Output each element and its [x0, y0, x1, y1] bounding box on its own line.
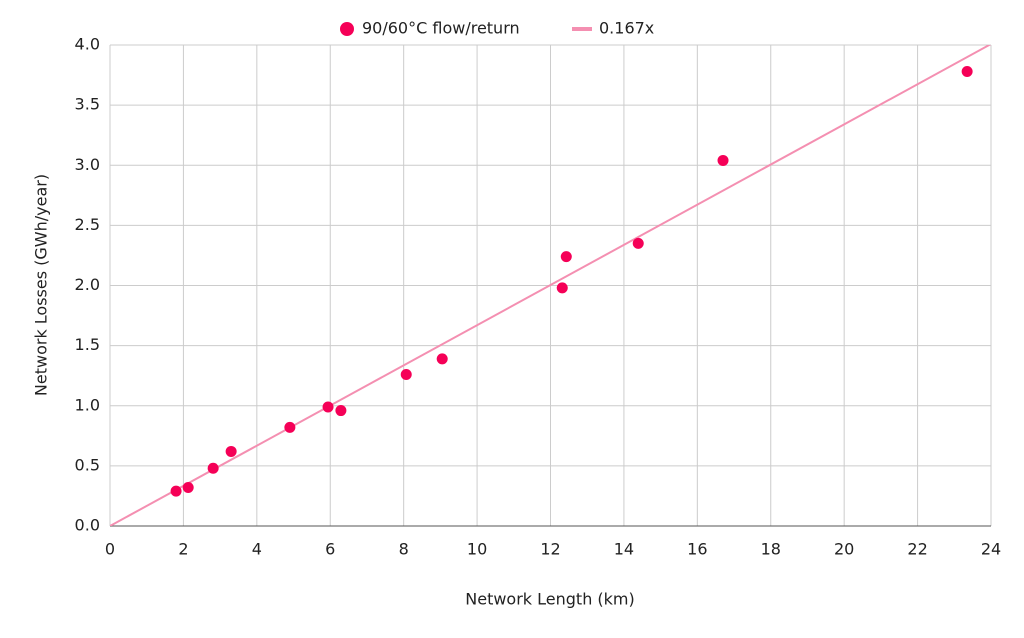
x-tick-label: 20 [834, 540, 854, 559]
point [182, 482, 194, 494]
y-tick-label: 2.0 [75, 275, 100, 294]
point [556, 282, 568, 294]
x-tick-label: 8 [399, 540, 409, 559]
point [436, 353, 448, 365]
point [717, 154, 729, 166]
y-tick-label: 2.5 [75, 215, 100, 234]
x-axis-label: Network Length (km) [465, 590, 635, 609]
y-tick-label: 1.5 [75, 335, 100, 354]
x-tick-label: 6 [325, 540, 335, 559]
point [170, 485, 182, 497]
y-tick-label: 4.0 [75, 35, 100, 54]
point [225, 445, 237, 457]
y-tick-label: 0.5 [75, 455, 100, 474]
y-tick-label: 3.0 [75, 155, 100, 174]
trend-line [110, 45, 991, 526]
x-tick-label: 10 [467, 540, 487, 559]
x-tick-label: 22 [907, 540, 927, 559]
y-axis-label: Network Losses (GWh/year) [32, 174, 51, 396]
x-tick-label: 2 [178, 540, 188, 559]
point [284, 421, 296, 433]
x-tick-label: 14 [614, 540, 634, 559]
x-tick-label: 16 [687, 540, 707, 559]
x-tick-label: 18 [761, 540, 781, 559]
point [400, 368, 412, 380]
x-tick-label: 12 [540, 540, 560, 559]
point [322, 401, 334, 413]
legend-label: 90/60°C flow/return [362, 19, 520, 38]
point [207, 462, 219, 474]
y-tick-label: 0.0 [75, 516, 100, 535]
y-tick-label: 3.5 [75, 95, 100, 114]
point [335, 405, 347, 417]
x-tick-label: 4 [252, 540, 262, 559]
x-tick-label: 0 [105, 540, 115, 559]
legend-marker [340, 22, 354, 36]
y-tick-label: 1.0 [75, 395, 100, 414]
point [560, 251, 572, 263]
point [961, 65, 973, 77]
point [632, 237, 644, 249]
legend-label: 0.167x [599, 19, 654, 38]
x-tick-label: 24 [981, 540, 1001, 559]
